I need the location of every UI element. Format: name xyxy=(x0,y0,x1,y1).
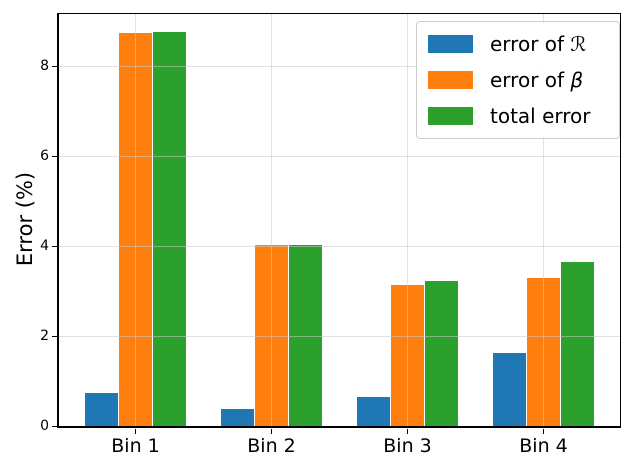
y-tick-label: 2 xyxy=(40,328,49,345)
y-tickmark xyxy=(52,335,57,338)
bar-bin1-series1 xyxy=(119,33,152,426)
y-tickmark xyxy=(52,425,57,428)
legend-item-label: error of β xyxy=(490,68,583,92)
bar-bin2-series0 xyxy=(221,408,254,426)
y-tick-label: 8 xyxy=(40,57,49,74)
bar-bin1-series0 xyxy=(85,392,118,426)
bar-bin3-series2 xyxy=(425,281,458,426)
legend-label-symbol: β xyxy=(570,68,584,92)
legend-item: total error xyxy=(417,102,619,130)
legend-swatch xyxy=(428,71,473,89)
bar-bin4-series2 xyxy=(561,261,594,426)
x-tick-label: Bin 2 xyxy=(247,435,296,457)
bar-bin4-series0 xyxy=(493,353,526,426)
bar-bin2-series2 xyxy=(289,244,322,426)
legend-swatch xyxy=(428,107,473,125)
x-tick-label: Bin 1 xyxy=(111,435,160,457)
y-tickmark xyxy=(52,65,57,68)
y-tickmark xyxy=(52,155,57,158)
bar-bin4-series1 xyxy=(527,278,560,426)
x-tickmark xyxy=(406,428,409,434)
x-tick-label: Bin 3 xyxy=(383,435,432,457)
legend-item-label: total error xyxy=(490,104,591,128)
y-tick-label: 4 xyxy=(40,237,49,254)
legend-label-symbol: ℛ xyxy=(570,32,587,56)
bar-bin1-series2 xyxy=(153,32,186,426)
x-tickmark xyxy=(134,428,137,434)
x-tick-label: Bin 4 xyxy=(519,435,568,457)
bar-bin2-series1 xyxy=(255,245,288,426)
x-tickmark xyxy=(270,428,273,434)
y-tick-label: 6 xyxy=(40,147,49,164)
bar-bin3-series0 xyxy=(357,397,390,426)
legend-item-label: error of ℛ xyxy=(490,32,586,56)
y-tick-label: 0 xyxy=(40,418,49,435)
legend-swatch xyxy=(428,35,473,53)
y-tickmark xyxy=(52,245,57,248)
legend-label-text: error of xyxy=(490,68,571,92)
legend-label-text: total error xyxy=(490,104,591,128)
bar-bin3-series1 xyxy=(391,284,424,426)
legend-item: error of ℛ xyxy=(417,30,619,58)
legend-label-text: error of xyxy=(490,32,571,56)
x-tickmark xyxy=(542,428,545,434)
legend-item: error of β xyxy=(417,66,619,94)
